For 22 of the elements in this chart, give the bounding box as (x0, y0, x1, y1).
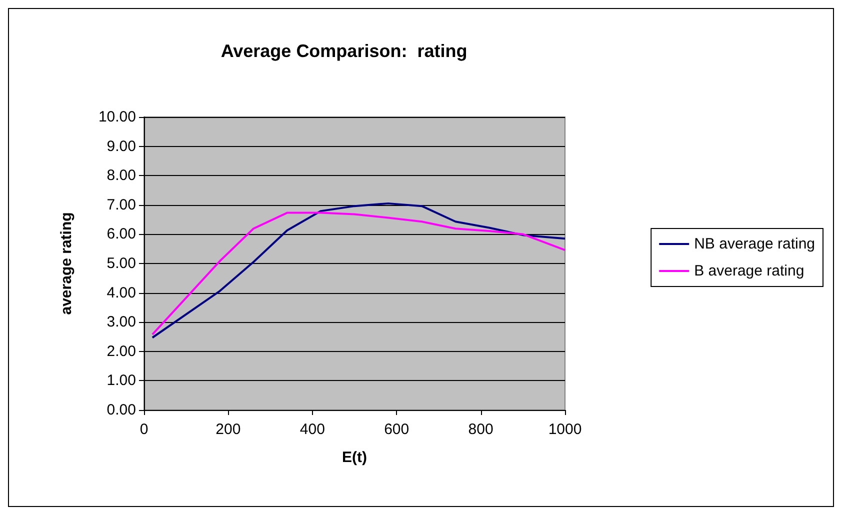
x-tick-label: 0 (140, 421, 148, 438)
y-tick-label: 10.00 (98, 108, 136, 126)
y-tick-label: 1.00 (106, 372, 136, 390)
y-tick-label: 8.00 (106, 167, 136, 184)
x-tick-label: 400 (300, 421, 325, 438)
x-axis-title: E(t) (342, 449, 367, 466)
x-tick-label: 800 (468, 421, 494, 438)
y-tick-label: 2.00 (106, 342, 136, 360)
chart-title: Average Comparison: rating (220, 41, 468, 61)
legend-label: B average rating (694, 262, 804, 280)
legend-label: NB average rating (694, 236, 816, 252)
y-tick-label: 3.00 (106, 314, 136, 331)
y-axis-title: average rating (58, 212, 75, 315)
y-tick-label: 7.00 (106, 196, 136, 214)
y-tick-label: 4.00 (106, 284, 136, 302)
x-tick-label: 600 (384, 421, 410, 438)
x-tick-label: 200 (216, 421, 241, 438)
y-tick-label: 6.00 (106, 226, 136, 243)
x-tick-label: 1000 (548, 421, 582, 438)
y-tick-label: 0.00 (106, 402, 136, 418)
y-tick-label: 5.00 (106, 255, 136, 272)
y-tick-label: 9.00 (106, 138, 136, 155)
